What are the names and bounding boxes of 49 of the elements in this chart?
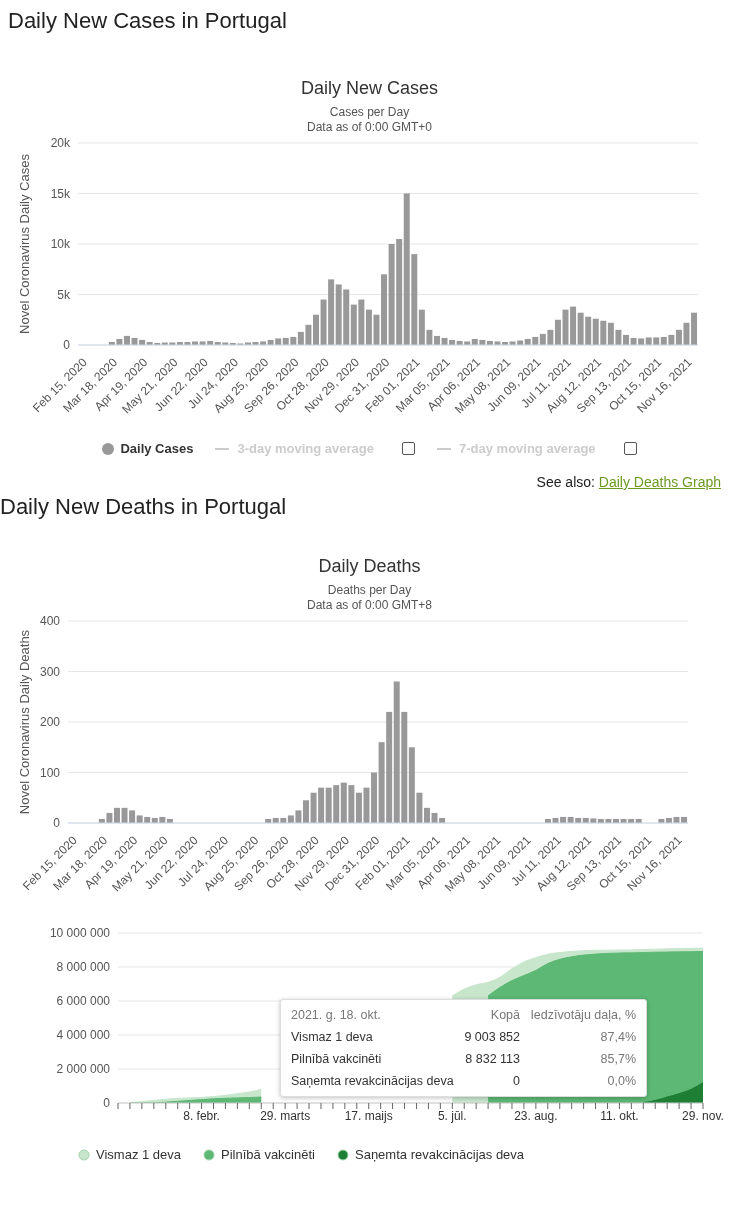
y-tick-label: 10 000 000 [49,926,111,941]
y-tick-label: 300 [39,664,61,679]
annotation: 87,4% [599,1030,636,1044]
y-tick-label: 200 [39,715,61,730]
legend-label: Saņemta revakcinācijas deva [354,1147,525,1162]
text: Daily New Deaths in Portugal [0,494,288,521]
y-axis-title: Novel Coronavirus Daily Cases [16,153,32,334]
y-tick-label: 0 [63,338,71,353]
y-tick-label: 0 [53,816,61,831]
y-tick-label: 6 000 000 [56,994,111,1009]
x-tick-label: 29. nov. [682,1108,724,1123]
legend-label: Daily Cases [119,441,194,456]
annotation: 8 832 113 [464,1052,520,1066]
annotation: Saņemta revakcinācijas deva [291,1074,455,1088]
annotation: Pilnībā vakcinēti [291,1052,383,1066]
chart-title: Daily New Cases [299,78,439,99]
annotation: 0 [512,1074,520,1088]
y-tick-label: 15k [50,186,71,201]
annotation: Vismaz 1 deva [291,1030,374,1044]
y-axis-title: Novel Coronavirus Daily Deaths [16,629,32,815]
legend-label: Pilnībā vakcinēti [220,1147,315,1162]
x-tick-label: 8. febr. [183,1108,220,1123]
y-tick-label: 5k [57,287,71,302]
x-tick-label: 29. marts [260,1108,311,1123]
y-tick-label: 2 000 000 [56,1062,111,1077]
x-tick-label: 11. okt. [600,1108,639,1123]
y-tick-label: 4 000 000 [56,1028,111,1043]
x-tick-label: 17. maijs [344,1108,393,1123]
y-tick-label: 400 [39,614,61,629]
text: Daily New Cases in Portugal [8,8,288,35]
x-tick-label: 23. aug. [514,1108,558,1123]
annotation: 2021. g. 18. okt. [291,1008,382,1022]
legend-label: Vismaz 1 deva [95,1147,182,1162]
text: See also: [536,474,596,490]
annotation: 0,0% [606,1074,636,1088]
annotation: Kopā [489,1008,520,1022]
chart-subtitle: Deaths per Day Data as of 0:00 GMT+8 [305,583,434,613]
y-tick-label: 10k [50,237,71,252]
chart-subtitle: Cases per Day Data as of 0:00 GMT+0 [305,105,434,135]
annotation: Iedzīvotāju daļa, % [529,1008,636,1022]
chart-title: Daily Deaths [317,556,422,577]
x-tick-label: 5. jūl. [437,1108,467,1123]
y-tick-label: 8 000 000 [56,960,111,975]
text: Daily Deaths Graph [598,474,721,490]
annotation: 85,7% [599,1052,636,1066]
y-tick-label: 100 [39,765,61,780]
annotation: 9 003 852 [463,1030,520,1044]
y-tick-label: 20k [50,136,71,151]
y-tick-label: 0 [103,1096,111,1111]
